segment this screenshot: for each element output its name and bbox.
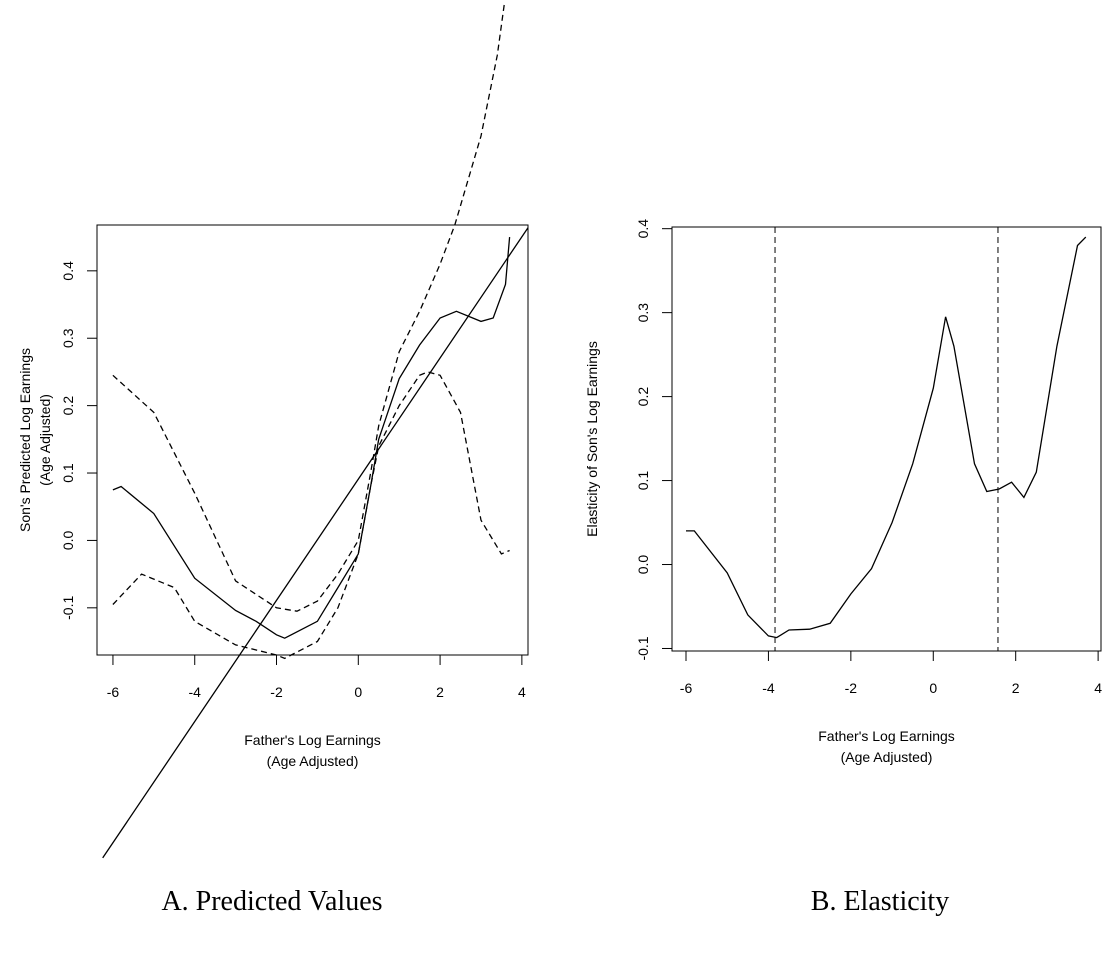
y-tick-label: 0.0 <box>635 555 651 575</box>
x-tick-label: 4 <box>1094 680 1102 696</box>
y-tick-label: -0.1 <box>635 636 651 660</box>
x-axis-label: Father's Log Earnings <box>244 732 381 748</box>
x-tick-label: -2 <box>845 680 858 696</box>
line-series <box>102 227 529 859</box>
plot-frame <box>96 224 529 656</box>
y-tick-label: 0.3 <box>60 328 76 348</box>
y-tick-label: 0.4 <box>60 261 76 281</box>
x-tick-label: -2 <box>270 684 283 700</box>
y-tick-label: 0.1 <box>60 463 76 483</box>
x-tick-label: -6 <box>107 684 120 700</box>
y-tick-label: 0.1 <box>635 471 651 491</box>
line-series <box>686 236 1087 639</box>
x-tick-label: -4 <box>189 684 202 700</box>
line-series <box>112 1 506 612</box>
y-tick-label: 0.4 <box>635 219 651 239</box>
x-tick-label: 2 <box>436 684 444 700</box>
y-axis-label: Son's Predicted Log Earnings <box>17 348 33 532</box>
panel-caption: B. Elasticity <box>811 886 949 917</box>
x-tick-label: 0 <box>354 684 362 700</box>
y-tick-label: 0.0 <box>60 530 76 550</box>
x-tick-label: 2 <box>1012 680 1020 696</box>
y-tick-label: -0.1 <box>60 596 76 620</box>
x-axis-label: (Age Adjusted) <box>267 753 359 769</box>
x-tick-label: 4 <box>518 684 526 700</box>
y-tick-label: 0.3 <box>635 303 651 323</box>
line-series <box>112 371 510 660</box>
x-tick-label: 0 <box>929 680 937 696</box>
y-tick-label: 0.2 <box>635 387 651 407</box>
y-axis-label: Elasticity of Son's Log Earnings <box>584 341 600 537</box>
x-axis-label: (Age Adjusted) <box>841 749 933 765</box>
line-series <box>112 237 511 639</box>
y-axis-label: (Age Adjusted) <box>37 394 53 486</box>
x-tick-label: -4 <box>762 680 775 696</box>
plot-frame <box>671 226 1102 652</box>
panel-caption: A. Predicted Values <box>161 886 382 917</box>
x-axis-label: Father's Log Earnings <box>818 728 955 744</box>
x-tick-label: -6 <box>680 680 693 696</box>
y-tick-label: 0.2 <box>60 396 76 416</box>
